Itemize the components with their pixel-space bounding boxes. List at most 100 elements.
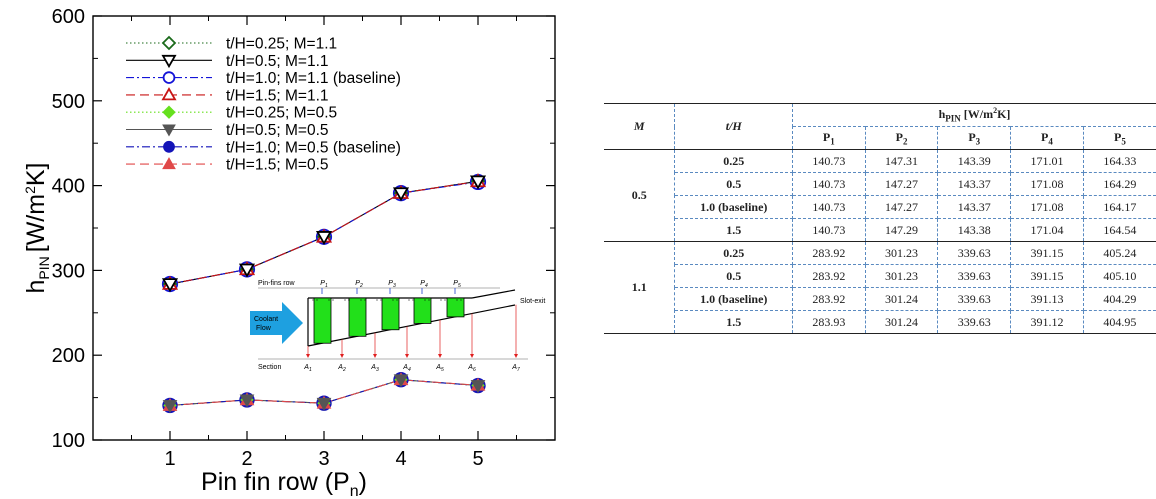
inset-a-arrowhead [373, 354, 377, 358]
inset-row-label: Pin-fins row [258, 280, 296, 287]
row-t-over-h: 1.0 (baseline) [674, 287, 793, 311]
inset-p-label: P2 [355, 280, 363, 289]
table-cell: 171.01 [1010, 149, 1084, 173]
data-point-triangle-down [161, 54, 177, 69]
legend-item: t/H=1.0; M=0.5 (baseline) [126, 139, 401, 156]
inset-p-label: P5 [453, 280, 461, 289]
data-point-circle [162, 71, 176, 84]
inset-flow-label: Flow [256, 325, 272, 332]
table-cell: 147.27 [864, 172, 939, 196]
header-h-pin-end: K] [997, 107, 1011, 122]
table-cell: 391.15 [1010, 264, 1084, 288]
table-group-m-1-1: 1.1 0.25 283.92 301.23 339.63 391.15 405… [604, 241, 1156, 334]
y-tick-label: 100 [52, 430, 85, 452]
y-axis-title: hPIN[W/m2K] [22, 163, 52, 294]
table-cell: 164.54 [1082, 218, 1156, 242]
legend: t/H=0.25; M=1.1t/H=0.5; M=1.1t/H=1.0; M=… [126, 36, 401, 174]
row-t-over-h: 0.25 [674, 241, 793, 265]
y-tick-label: 500 [52, 91, 85, 113]
data-point-triangle-down [161, 278, 179, 293]
row-t-over-h: 0.25 [674, 149, 793, 173]
data-point-triangle-up [161, 87, 177, 101]
header-p2: P2 [864, 126, 939, 150]
header-h-pin-main: h [938, 107, 946, 122]
data-table-panel: M t/H hPIN [W/m2K] P1 P2 P3 P4 P5 0.5 0.… [604, 103, 1156, 334]
table-group-m-0-5: 0.5 0.25 140.73 147.31 143.39 171.01 164… [604, 149, 1156, 242]
table-cell: 391.13 [1010, 287, 1084, 311]
table-cell: 140.73 [791, 195, 866, 219]
inset-a-arrowhead [470, 354, 474, 358]
inset-a-arrowhead [340, 354, 344, 358]
table-row: 0.5 140.73 147.27 143.37 171.08 164.29 [604, 172, 1156, 196]
inset-a-label: A7 [511, 364, 520, 373]
table-cell: 140.73 [791, 149, 866, 173]
inset-pin-fin [381, 297, 400, 331]
data-point-circle [163, 140, 175, 153]
table-cell: 147.29 [864, 218, 939, 242]
legend-item: t/H=0.25; M=1.1 [126, 36, 337, 53]
data-point-triangle-down [470, 380, 486, 393]
table-cell: 140.73 [791, 172, 866, 196]
table-cell: 339.63 [937, 310, 1012, 334]
table-cell: 164.29 [1082, 172, 1156, 196]
header-p3: P3 [937, 126, 1012, 150]
x-tick-label: 1 [164, 448, 175, 470]
table-cell: 147.31 [864, 149, 939, 173]
table-cell: 339.63 [937, 264, 1012, 288]
header-h-pin-sup: 2 [993, 106, 998, 116]
legend-item: t/H=0.5; M=1.1 [126, 53, 329, 70]
inset-diagram: Pin-fins row P1 P2 P3 P4 P5 Coolant Flow Slot-ex… [250, 280, 545, 373]
inset-pin-fin [348, 297, 367, 337]
inset-pin-fin [413, 297, 432, 324]
x-axis-title: Pin fin row (Pn) [201, 468, 367, 499]
header-h-pin: hPIN [W/m2K] [791, 103, 1156, 127]
header-m: M [604, 103, 676, 150]
inset-a-label: A1 [303, 364, 312, 373]
table-cell: 404.95 [1082, 310, 1156, 334]
data-point-triangle-down [315, 231, 333, 246]
y-tick-label: 400 [52, 176, 85, 198]
legend-label: t/H=1.0; M=1.1 (baseline) [226, 70, 401, 87]
data-point-triangle-down [316, 397, 332, 411]
y-tick-label: 200 [52, 345, 85, 367]
series-layer [161, 173, 487, 414]
table-cell: 405.10 [1082, 264, 1156, 288]
row-t-over-h: 0.5 [674, 264, 793, 288]
data-point-triangle-up [162, 157, 176, 170]
table-cell: 391.15 [1010, 241, 1084, 265]
legend-label: t/H=0.5; M=1.1 [226, 53, 329, 70]
table-cell: 301.24 [864, 287, 939, 311]
legend-label: t/H=1.5; M=1.1 [226, 87, 329, 104]
table-row: 0.5 0.25 140.73 147.31 143.39 171.01 164… [604, 149, 1156, 242]
series-points-5 [162, 374, 486, 413]
table-cell: 171.04 [1010, 218, 1084, 242]
header-h-pin-sub: PIN [945, 113, 961, 124]
table-cell: 164.33 [1082, 149, 1156, 173]
table-row: 1.5 140.73 147.29 143.38 171.04 164.54 [604, 218, 1156, 242]
data-point-triangle-down [392, 187, 410, 202]
inset-a-arrowhead [405, 354, 409, 358]
line-chart: Pin-fins row P1 P2 P3 P4 P5 Coolant Flow Slot-ex… [22, 6, 556, 499]
axes-layer: 100 200 300 400 500 600 1 2 3 4 5 Pin fin row (Pn) h… [22, 6, 556, 499]
table-cell: 283.92 [791, 241, 866, 265]
header-h-pin-unit: [W/m [963, 107, 994, 122]
row-t-over-h: 1.5 [674, 218, 793, 242]
table-cell: 404.29 [1082, 287, 1156, 311]
data-point-triangle-down [469, 175, 487, 190]
table-row: 1.0 (baseline) 140.73 147.27 143.37 171.… [604, 195, 1156, 219]
inset-a-arrowhead [306, 354, 310, 358]
table-cell: 283.92 [791, 287, 866, 311]
table-cell: 164.17 [1082, 195, 1156, 219]
y-tick-label: 300 [52, 260, 85, 282]
header-p5: P5 [1082, 126, 1156, 150]
inset-slot-top [471, 289, 516, 299]
row-t-over-h: 1.0 (baseline) [674, 195, 793, 219]
table-cell: 143.37 [937, 172, 1012, 196]
y-tick-label: 600 [52, 6, 85, 28]
legend-item: t/H=1.5; M=0.5 [126, 157, 329, 174]
table-cell: 283.93 [791, 310, 866, 334]
inset-p-label: P1 [320, 280, 328, 289]
table-cell: 143.39 [937, 149, 1012, 173]
legend-label: t/H=1.5; M=0.5 [226, 157, 329, 174]
table-row: 0.5 283.92 301.23 339.63 391.15 405.10 [604, 264, 1156, 288]
